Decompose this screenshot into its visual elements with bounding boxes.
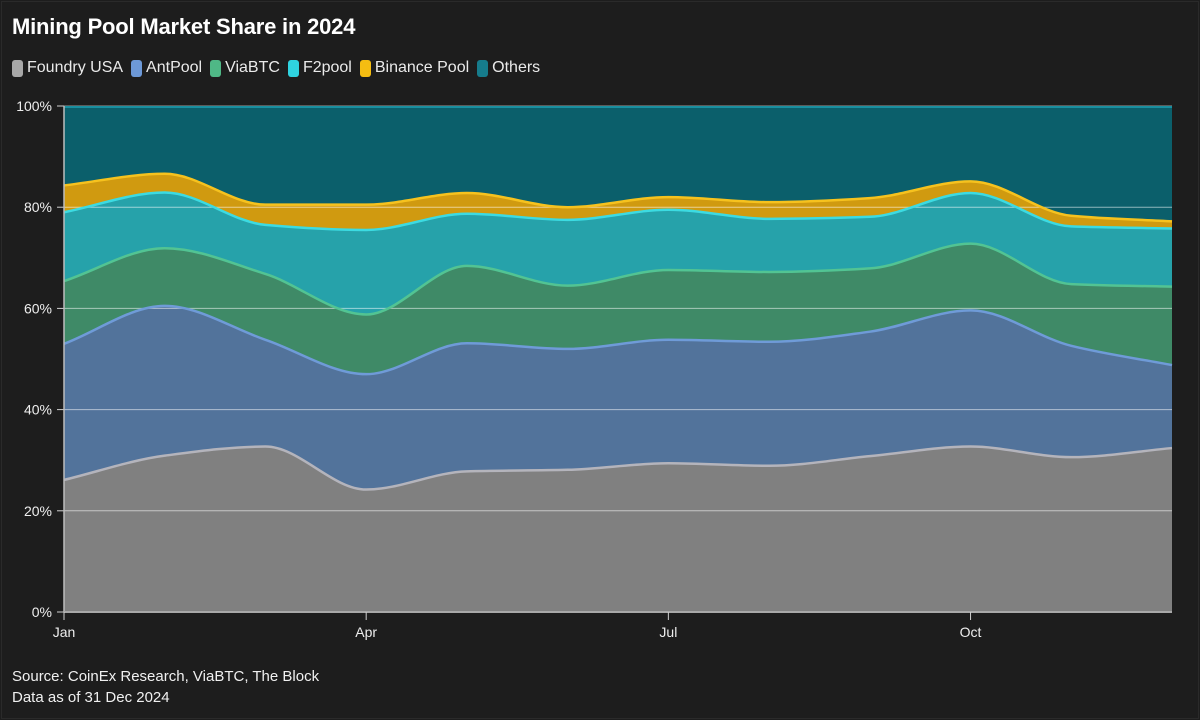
y-tick-label: 20%	[24, 503, 52, 519]
legend-swatch	[12, 59, 23, 77]
legend-swatch	[287, 59, 299, 77]
y-tick-label: 80%	[24, 199, 52, 215]
source-note: Source: CoinEx Research, ViaBTC, The Blo…	[12, 668, 320, 685]
y-tick-label: 100%	[16, 98, 52, 114]
legend-label: Foundry USA	[27, 59, 124, 76]
footer: Source: CoinEx Research, ViaBTC, The Blo…	[12, 666, 319, 708]
line-foundry-usa	[63, 445, 1173, 491]
legend-label: AntPool	[146, 59, 203, 76]
legend-swatch	[477, 59, 489, 77]
area-f2pool	[64, 192, 1172, 315]
data-date-note: Data as of 31 Dec 2024	[12, 689, 170, 706]
legend-label: Binance Pool	[374, 59, 470, 76]
x-tick-label: Jan	[53, 624, 76, 640]
y-tick-label: 60%	[24, 300, 52, 316]
area-layers	[64, 106, 1172, 612]
area-foundry-usa	[64, 446, 1172, 612]
line-binance-pool	[63, 172, 1173, 223]
legend-item-f2pool: F2pool	[287, 59, 352, 77]
legend-swatch	[131, 59, 143, 77]
line-f2pool	[63, 191, 1173, 232]
series-lines	[63, 106, 1173, 491]
y-tick-label: 0%	[32, 604, 52, 620]
legend-item-viabtc: ViaBTC	[210, 59, 280, 77]
legend-swatch	[359, 59, 371, 77]
x-tick-label: Apr	[355, 624, 377, 640]
legend-item-antpool: AntPool	[131, 59, 202, 77]
chart-title: Mining Pool Market Share in 2024	[12, 14, 356, 39]
legend-item-others: Others	[477, 59, 540, 77]
area-antpool	[64, 305, 1172, 490]
line-antpool	[63, 304, 1173, 376]
legend-item-binance-pool: Binance Pool	[359, 59, 470, 77]
axes: 0% 20% 40% 60% 80% 100% Jan Apr Jul Oct	[16, 98, 1172, 640]
area-viabtc	[64, 243, 1172, 375]
legend-label: ViaBTC	[225, 59, 280, 76]
legend: Foundry USA AntPool ViaBTC F2pool Binance Po…	[12, 59, 548, 77]
y-tick-label: 40%	[24, 402, 52, 418]
line-viabtc	[63, 242, 1173, 316]
legend-label: Others	[492, 59, 541, 76]
x-tick-label: Oct	[960, 624, 982, 640]
legend-swatch	[210, 59, 222, 77]
legend-label: F2pool	[302, 59, 352, 76]
area-binance-pool	[64, 173, 1172, 230]
area-others	[64, 106, 1172, 222]
x-tick-label: Jul	[659, 624, 677, 640]
legend-item-foundry-usa: Foundry USA	[12, 59, 123, 77]
